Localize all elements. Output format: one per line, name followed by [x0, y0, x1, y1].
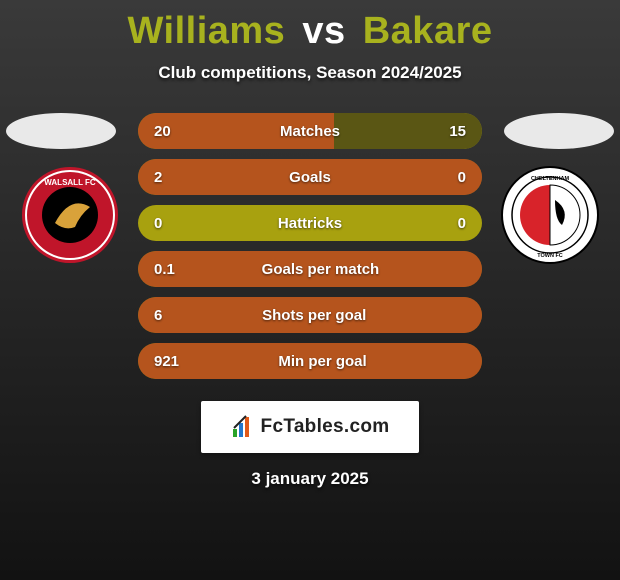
stat-rows: 20 Matches 15 2 Goals 0 0 Hattricks 0 0.1 Goals pe…: [138, 113, 482, 389]
stat-value-right: 0: [458, 215, 466, 232]
walsall-crest-icon: WALSALL FC: [20, 165, 120, 265]
club-crest-left: WALSALL FC: [20, 165, 120, 265]
stat-row: 921 Min per goal: [138, 343, 482, 379]
stat-row: 20 Matches 15: [138, 113, 482, 149]
stat-label: Matches: [280, 123, 340, 140]
stat-label: Goals per match: [262, 261, 380, 278]
stat-label: Hattricks: [278, 215, 342, 232]
source-badge-text: FcTables.com: [261, 416, 390, 438]
player1-name: Williams: [128, 10, 286, 52]
stat-value-left: 0: [154, 215, 162, 232]
player2-avatar-placeholder: [504, 113, 614, 149]
club-crest-right: CHELTENHAM TOWN FC: [500, 165, 600, 265]
cheltenham-crest-icon: CHELTENHAM TOWN FC: [500, 165, 600, 265]
stat-row: 0.1 Goals per match: [138, 251, 482, 287]
stat-value-left: 20: [154, 123, 171, 140]
page-title: Williams vs Bakare: [0, 0, 620, 53]
subtitle: Club competitions, Season 2024/2025: [0, 63, 620, 83]
stat-value-right: 15: [449, 123, 466, 140]
svg-text:WALSALL FC: WALSALL FC: [44, 178, 96, 187]
stat-row: 2 Goals 0: [138, 159, 482, 195]
stat-value-left: 2: [154, 169, 162, 186]
stat-value-left: 6: [154, 307, 162, 324]
date-text: 3 january 2025: [0, 469, 620, 489]
comparison-arena: WALSALL FC CHELTENHAM TOWN FC 20Matches1…: [0, 113, 620, 383]
stat-row: 6 Shots per goal: [138, 297, 482, 333]
svg-text:CHELTENHAM: CHELTENHAM: [531, 176, 570, 182]
source-badge: FcTables.com: [201, 401, 419, 453]
vs-separator: vs: [302, 10, 345, 52]
comparison-infographic: Williams vs Bakare Club competitions, Se…: [0, 0, 620, 580]
svg-text:TOWN FC: TOWN FC: [537, 253, 563, 259]
stat-label: Min per goal: [278, 353, 366, 370]
stat-value-left: 921: [154, 353, 179, 370]
stat-value-right: 0: [458, 169, 466, 186]
fctables-logo-icon: [231, 415, 255, 439]
stat-label: Goals: [289, 169, 331, 186]
stat-value-left: 0.1: [154, 261, 175, 278]
player2-name: Bakare: [363, 10, 493, 52]
stat-row: 0 Hattricks 0: [138, 205, 482, 241]
player1-avatar-placeholder: [6, 113, 116, 149]
stat-label: Shots per goal: [262, 307, 366, 324]
